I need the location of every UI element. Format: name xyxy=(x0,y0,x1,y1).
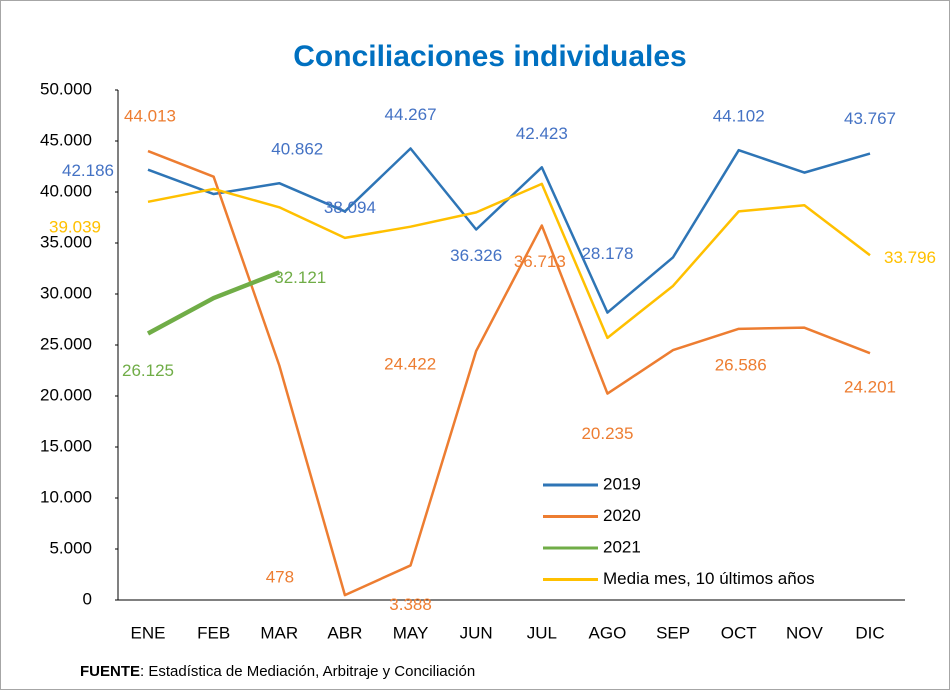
x-tick-label: JUN xyxy=(460,623,493,642)
data-label: 33.796 xyxy=(884,248,936,267)
x-tick-label: MAY xyxy=(393,623,429,642)
data-label: 32.121 xyxy=(274,268,326,287)
x-tick-label: AGO xyxy=(589,623,627,642)
x-tick-label: ENE xyxy=(131,623,166,642)
x-tick-label: JUL xyxy=(527,623,557,642)
data-label: 42.186 xyxy=(62,161,114,180)
series-line xyxy=(147,149,871,597)
data-label: 3.388 xyxy=(389,595,432,614)
data-label: 26.586 xyxy=(715,355,767,374)
y-tick-label: 20.000 xyxy=(40,385,92,404)
series-line xyxy=(147,182,871,340)
data-label: 40.862 xyxy=(271,140,323,159)
series-line xyxy=(146,270,281,336)
x-tick-label: DIC xyxy=(855,623,884,642)
x-tick-label: MAR xyxy=(260,623,298,642)
x-tick-label: OCT xyxy=(721,623,757,642)
data-label: 39.039 xyxy=(49,217,101,236)
y-tick-label: 0 xyxy=(83,589,92,608)
data-label: 24.201 xyxy=(844,378,896,397)
data-label: 24.422 xyxy=(384,354,436,373)
data-label: 42.423 xyxy=(516,124,568,143)
y-tick-label: 10.000 xyxy=(40,487,92,506)
data-label: 478 xyxy=(266,568,294,587)
data-label: 28.178 xyxy=(581,244,633,263)
y-tick-label: 50.000 xyxy=(40,79,92,98)
source-text: : Estadística de Mediación, Arbitraje y … xyxy=(140,663,475,680)
data-label: 44.013 xyxy=(124,107,176,126)
y-tick-label: 40.000 xyxy=(40,181,92,200)
x-tick-label: SEP xyxy=(656,623,690,642)
y-tick-label: 35.000 xyxy=(40,232,92,251)
y-tick-label: 45.000 xyxy=(40,130,92,149)
source-label: FUENTE xyxy=(80,663,140,680)
data-label: 44.267 xyxy=(385,105,437,124)
chart-title: Conciliaciones individuales xyxy=(293,40,686,73)
y-tick-label: 15.000 xyxy=(40,436,92,455)
y-tick-label: 5.000 xyxy=(49,538,92,557)
data-label: 38.094 xyxy=(324,198,376,217)
data-label: 44.102 xyxy=(713,107,765,126)
data-label: 26.125 xyxy=(122,361,174,380)
source: FUENTE: Estadística de Mediación, Arbitr… xyxy=(80,663,475,680)
data-label: 43.767 xyxy=(844,109,896,128)
legend-label: 2019 xyxy=(603,474,641,493)
legend-label: 2020 xyxy=(603,506,641,525)
legend-box xyxy=(538,470,920,592)
x-tick-label: ABR xyxy=(327,623,362,642)
data-label: 36.713 xyxy=(514,252,566,271)
legend-label: 2021 xyxy=(603,537,641,556)
y-tick-label: 30.000 xyxy=(40,283,92,302)
y-tick-label: 25.000 xyxy=(40,334,92,353)
data-label: 36.326 xyxy=(450,246,502,265)
x-tick-label: NOV xyxy=(786,623,824,642)
legend-label: Media mes, 10 últimos años xyxy=(603,569,815,588)
x-tick-label: FEB xyxy=(197,623,230,642)
data-label: 20.235 xyxy=(581,424,633,443)
